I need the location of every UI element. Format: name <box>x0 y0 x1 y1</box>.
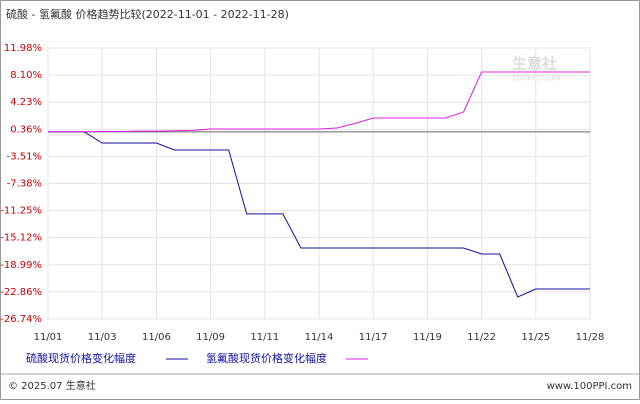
series-line <box>48 131 590 298</box>
x-tick-label: 11/28 <box>576 332 605 343</box>
watermark-sub: 100PPI.COM <box>512 74 561 83</box>
x-tick-label: 11/17 <box>359 332 388 343</box>
x-tick-label: 11/01 <box>34 332 63 343</box>
y-tick-label: -15.12% <box>0 233 42 244</box>
footer-left: © 2025.07 生意社 <box>8 379 96 392</box>
footer-right: www.100PPI.com <box>547 381 632 392</box>
legend-label: 硫酸现货价格变化幅度 <box>26 351 136 365</box>
y-tick-label: 11.98% <box>4 43 42 54</box>
watermark: 生意社 <box>512 55 557 73</box>
x-tick-label: 11/19 <box>413 332 442 343</box>
x-tick-label: 11/03 <box>88 332 117 343</box>
x-tick-label: 11/25 <box>521 332 550 343</box>
x-tick-label: 11/22 <box>467 332 496 343</box>
legend-label: 氢氟酸现货价格变化幅度 <box>206 351 327 365</box>
x-tick-label: 11/09 <box>196 332 225 343</box>
y-tick-label: -7.38% <box>7 179 42 190</box>
y-tick-label: -3.51% <box>7 151 42 162</box>
y-tick-label: 4.23% <box>10 97 42 108</box>
y-tick-label: -11.25% <box>0 206 42 217</box>
y-tick-label: 8.10% <box>10 70 42 81</box>
y-tick-label: 0.36% <box>10 124 42 135</box>
y-tick-label: -22.86% <box>0 287 42 298</box>
x-tick-label: 11/14 <box>305 332 334 343</box>
y-tick-label: -26.74% <box>0 314 42 325</box>
chart-title: 硫酸 - 氢氟酸 价格趋势比较(2022-11-01 - 2022-11-28) <box>6 7 289 21</box>
y-tick-label: -18.99% <box>0 260 42 271</box>
x-tick-label: 11/11 <box>250 332 279 343</box>
series-line <box>48 71 590 133</box>
x-tick-label: 11/06 <box>142 332 171 343</box>
